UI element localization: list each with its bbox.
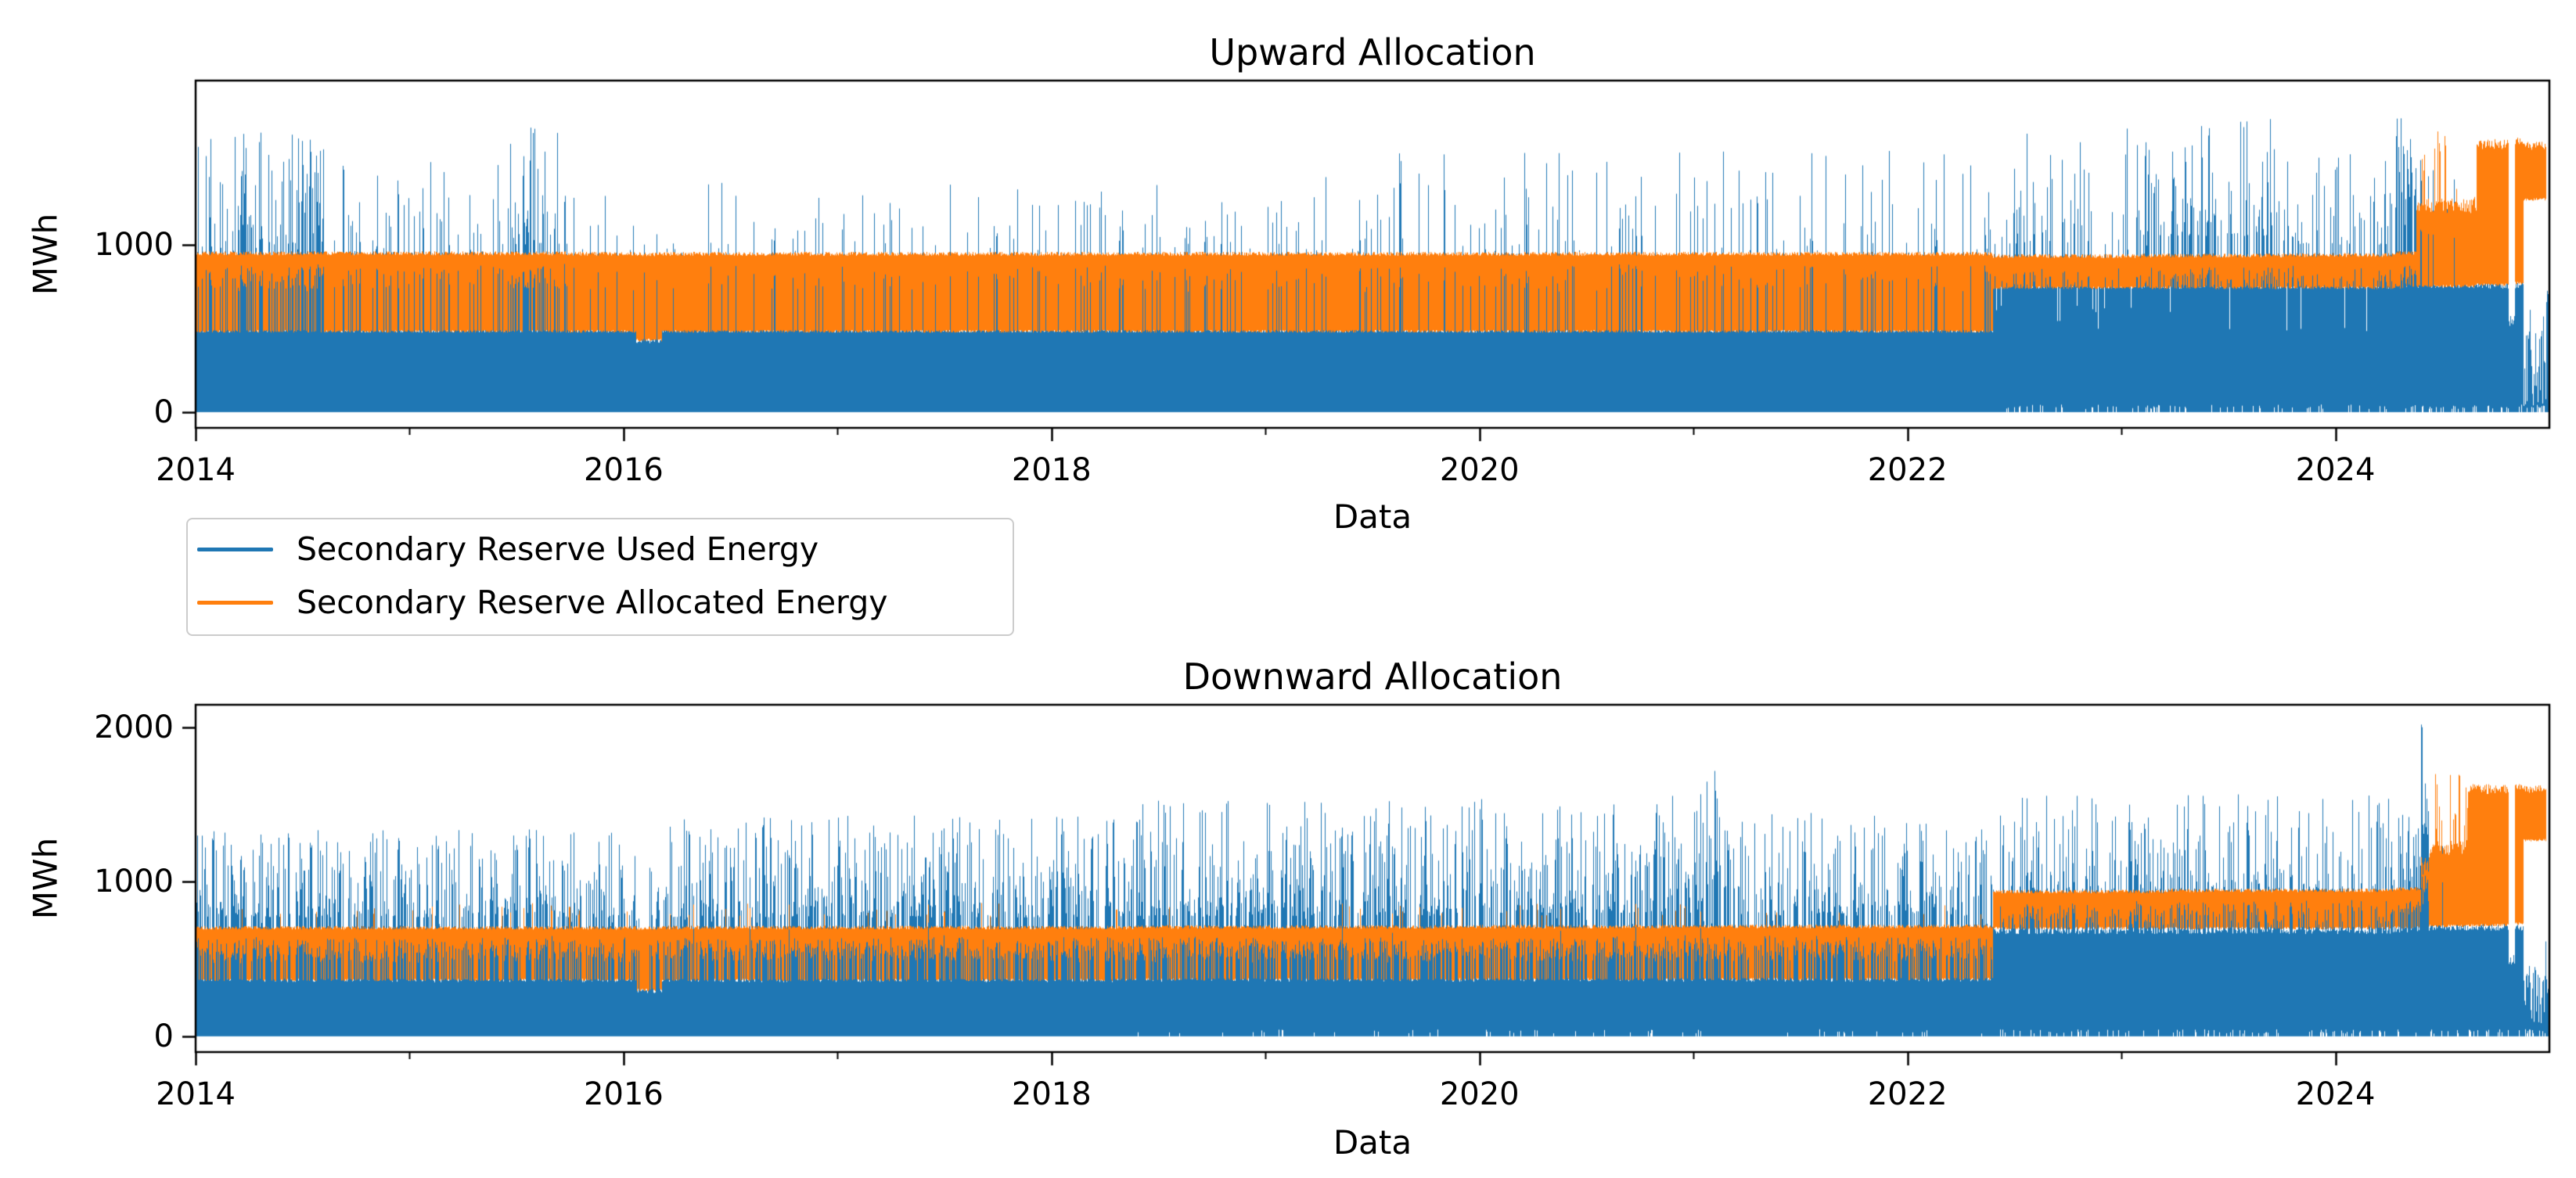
legend: Secondary Reserve Used Energy Secondary … — [186, 518, 1014, 636]
downward-x-axis-label: Data — [1333, 1123, 1412, 1162]
x-tick-label: 2022 — [1867, 452, 1948, 488]
x-tick-label: 2018 — [1011, 1076, 1092, 1112]
x-tick-label: 2020 — [1439, 452, 1520, 488]
y-tick-label: 1000 — [94, 226, 174, 263]
y-tick-label: 1000 — [94, 864, 174, 900]
x-tick-label: 2022 — [1867, 1076, 1948, 1112]
legend-line-used-icon — [197, 547, 273, 551]
x-tick-label: 2014 — [156, 452, 236, 488]
x-tick-label: 2018 — [1011, 452, 1092, 488]
y-tick-label: 2000 — [94, 709, 174, 746]
y-tick-label: 0 — [153, 1018, 174, 1054]
y-tick-label: 0 — [153, 393, 174, 430]
x-tick-label: 2016 — [584, 452, 664, 488]
x-tick-label: 2014 — [156, 1076, 236, 1112]
upward-chart-title: Upward Allocation — [1209, 31, 1536, 74]
legend-label-allocated: Secondary Reserve Allocated Energy — [297, 584, 888, 621]
x-tick-label: 2020 — [1439, 1076, 1520, 1112]
legend-label-used: Secondary Reserve Used Energy — [297, 530, 819, 568]
legend-entry-allocated: Secondary Reserve Allocated Energy — [188, 579, 887, 626]
x-tick-label: 2024 — [2295, 1076, 2376, 1112]
downward-chart-title: Downward Allocation — [1182, 655, 1563, 698]
upward-x-axis-label: Data — [1333, 497, 1412, 536]
legend-entry-used: Secondary Reserve Used Energy — [188, 526, 818, 573]
legend-line-allocated-icon — [197, 600, 273, 605]
x-tick-label: 2016 — [584, 1076, 664, 1112]
x-tick-label: 2024 — [2295, 452, 2376, 488]
